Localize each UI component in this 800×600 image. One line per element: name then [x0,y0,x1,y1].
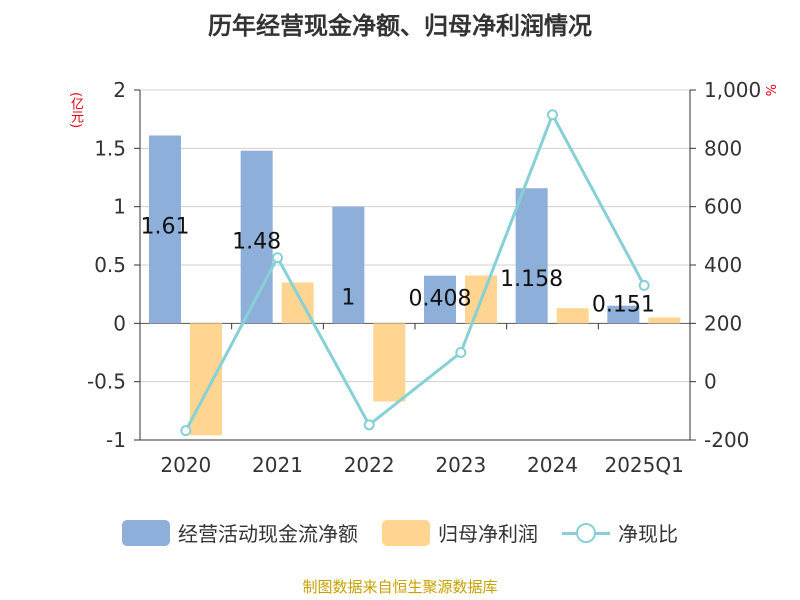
data-label-cashflow: 1.158 [500,267,563,292]
bar-net-profit [190,323,222,436]
x-tick-label: 2022 [344,453,395,477]
point-cash-ratio [547,109,558,121]
y-tick-label: -0.5 [87,370,126,394]
y2-tick-label: -200 [704,428,749,452]
x-tick-label: 2021 [252,453,303,477]
point-cash-ratio [363,419,375,431]
legend-item-cash-ratio[interactable]: 净现比 [562,518,678,547]
data-label-cashflow: 1.48 [232,230,281,255]
bar-net-profit [373,323,406,402]
y-axis-left-label: (亿元) [68,92,83,129]
y-tick-label: 2 [113,78,126,102]
y2-tick-label: 800 [704,136,742,160]
y-tick-label: 1 [113,195,126,219]
bar-cashflow [332,206,365,324]
y-tick-label: 0.5 [94,253,126,277]
y-axis-right-label: % [762,84,777,97]
data-source-note: 制图数据来自恒生聚源数据库 [302,578,498,596]
legend-swatch-cashflow [122,519,170,546]
bar-cashflow [607,305,640,324]
x-tick-label: 2024 [527,453,578,477]
data-label-cashflow: 1 [341,286,355,311]
legend-item-net-profit[interactable]: 归母净利润 [382,518,538,547]
y-tick-label: -1 [106,428,126,452]
data-label-cashflow: 1.61 [141,215,190,240]
bar-net-profit [648,317,681,324]
x-tick-label: 2020 [160,453,211,477]
legend-swatch-net-profit [382,519,430,546]
x-tick-label: 2023 [435,453,486,477]
y-tick-label: 1.5 [94,136,126,160]
x-tick-label: 2025Q1 [604,453,683,477]
y2-tick-label: 1,000 [704,78,761,102]
data-label-cashflow: 0.151 [592,293,655,318]
y2-tick-label: 400 [704,253,742,277]
point-cash-ratio [455,347,467,358]
point-cash-ratio [638,279,650,291]
legend-label-net-profit: 归母净利润 [438,522,538,546]
chart-legend: 经营活动现金流净额 归母净利润 净现比 [0,518,800,547]
legend-item-cashflow[interactable]: 经营活动现金流净额 [122,518,358,547]
legend-label-cash-ratio: 净现比 [618,522,678,546]
y2-tick-label: 600 [704,195,742,219]
bar-cashflow [424,275,456,324]
bar-cashflow [149,135,181,324]
y-tick-label: 0 [113,311,126,335]
point-cash-ratio [272,252,283,264]
bar-cashflow [515,188,548,324]
line-cash-ratio [184,111,646,432]
chart-title: 历年经营现金净额、归母净利润情况 [208,12,592,40]
y2-tick-label: 0 [704,370,717,394]
point-cash-ratio [180,425,192,437]
legend-swatch-cash-ratio [562,520,610,546]
data-label-cashflow: 0.408 [409,287,472,312]
legend-label-cashflow: 经营活动现金流净额 [178,522,358,546]
y2-tick-label: 200 [704,311,742,335]
bar-net-profit [556,308,589,324]
